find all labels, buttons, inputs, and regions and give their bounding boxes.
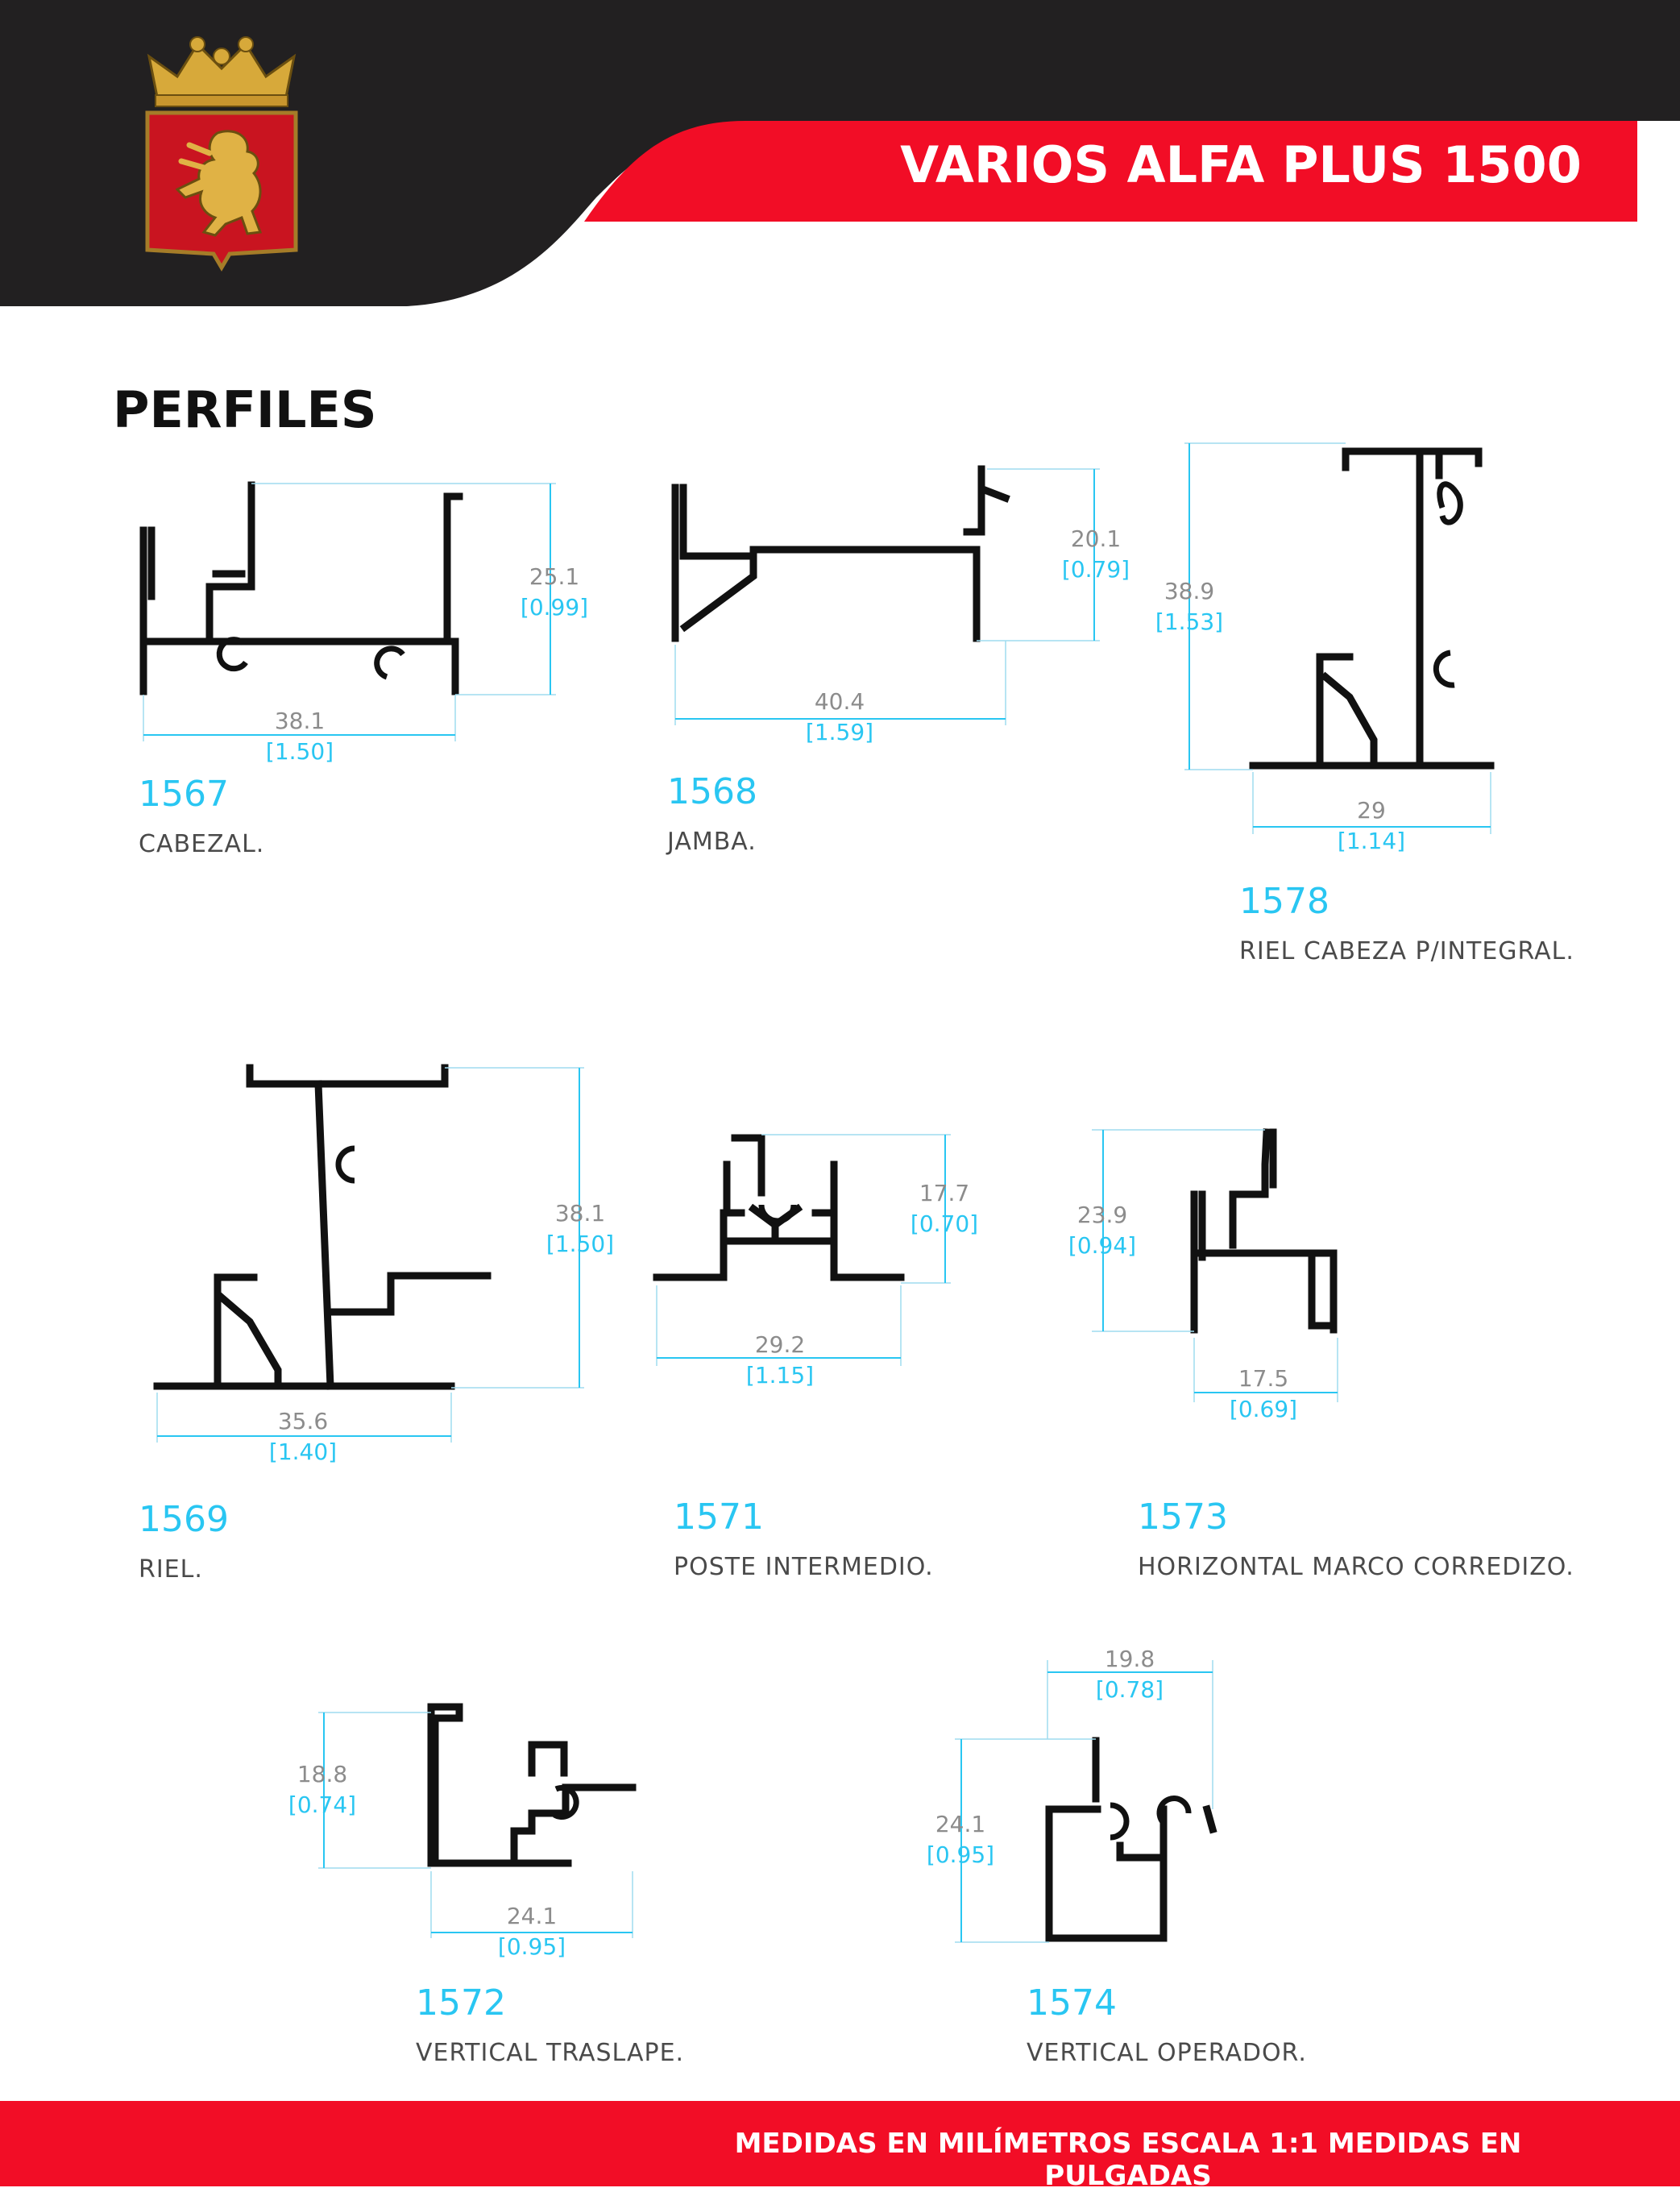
profile-1578-code: 1578 bbox=[1239, 881, 1329, 922]
profile-1572-width-label: 24.1 [0.95] bbox=[497, 1903, 566, 1960]
profile-1574-dims bbox=[955, 1660, 1213, 1943]
profile-1578-shape bbox=[1249, 447, 1495, 770]
profile-1567-width-label: 38.1 [1.50] bbox=[265, 708, 334, 765]
header-red-band bbox=[584, 121, 1680, 222]
profile-1573-shape bbox=[1190, 1128, 1338, 1334]
profile-1574-code: 1574 bbox=[1027, 1982, 1117, 2024]
profile-1573-code: 1573 bbox=[1138, 1497, 1228, 1538]
profile-1574-height-label: 24.1 [0.95] bbox=[926, 1811, 995, 1868]
profile-1574-shape bbox=[1045, 1737, 1217, 1942]
profile-1569-width-label: 35.6 [1.40] bbox=[268, 1408, 338, 1465]
profile-1568-width-label: 40.4 [1.59] bbox=[805, 688, 874, 745]
profile-1567-height-label: 25.1 [0.99] bbox=[520, 563, 589, 621]
profile-1578-height-label: 38.9 [1.53] bbox=[1155, 578, 1224, 635]
footer-red-band bbox=[0, 2101, 1680, 2186]
footer-note: MEDIDAS EN MILÍMETROS ESCALA 1:1 MEDIDAS… bbox=[734, 2128, 1522, 2192]
section-title: PERFILES bbox=[113, 380, 377, 439]
profile-1568-height-label: 20.1 [0.79] bbox=[1061, 525, 1130, 583]
profile-1572-name: VERTICAL TRASLAPE. bbox=[416, 2039, 685, 2067]
profile-1573-dims bbox=[1092, 1129, 1338, 1402]
profile-1569-code: 1569 bbox=[139, 1499, 229, 1540]
crowned-lion-shield-icon bbox=[145, 36, 298, 272]
header-white-edge bbox=[1637, 121, 1680, 222]
profile-1573-name: HORIZONTAL MARCO CORREDIZO. bbox=[1138, 1553, 1574, 1581]
profile-1572-height-label: 18.8 [0.74] bbox=[288, 1761, 357, 1818]
profile-1567-shape bbox=[139, 481, 463, 695]
profile-1578-dims bbox=[1184, 442, 1491, 834]
profile-1569-shape bbox=[153, 1064, 492, 1390]
profile-1572-shape bbox=[427, 1703, 637, 1867]
profile-1569-height-label: 38.1 [1.50] bbox=[545, 1200, 615, 1257]
profile-1569-dims bbox=[156, 1067, 584, 1443]
profile-1571-code: 1571 bbox=[674, 1497, 764, 1538]
profile-1574-width-label: 19.8 [0.78] bbox=[1095, 1646, 1164, 1703]
profile-1569-name: RIEL. bbox=[139, 1555, 203, 1584]
profile-1571-height-label: 17.7 [0.70] bbox=[910, 1180, 979, 1237]
profile-1567-name: CABEZAL. bbox=[139, 830, 265, 858]
profile-1567-code: 1567 bbox=[139, 774, 229, 815]
page-title: VARIOS ALFA PLUS 1500 bbox=[900, 135, 1582, 194]
profile-1572-code: 1572 bbox=[416, 1982, 506, 2024]
profile-1573-height-label: 23.9 [0.94] bbox=[1068, 1202, 1137, 1259]
profile-1568-name: JAMBA. bbox=[667, 828, 757, 856]
profile-1571-width-label: 29.2 [1.15] bbox=[745, 1331, 815, 1389]
profile-1571-name: POSTE INTERMEDIO. bbox=[674, 1553, 934, 1581]
profile-1573-width-label: 17.5 [0.69] bbox=[1229, 1365, 1298, 1422]
profile-1568-dims bbox=[674, 468, 1100, 725]
profile-1567-dims bbox=[143, 483, 556, 741]
profile-1568-code: 1568 bbox=[667, 771, 757, 812]
profile-1571-shape bbox=[653, 1134, 905, 1281]
profile-1568-shape bbox=[671, 465, 1010, 642]
profile-1571-dims bbox=[656, 1134, 951, 1366]
profile-1578-width-label: 29 [1.14] bbox=[1337, 797, 1406, 854]
profile-1578-name: RIEL CABEZA P/INTEGRAL. bbox=[1239, 937, 1574, 965]
profile-1572-dims bbox=[318, 1712, 633, 1938]
profile-1574-name: VERTICAL OPERADOR. bbox=[1027, 2039, 1307, 2067]
